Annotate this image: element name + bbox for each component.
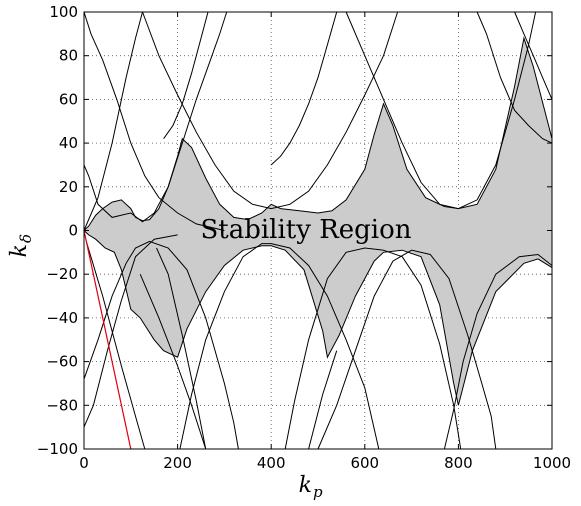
boundary-curve-14 bbox=[345, 11, 537, 210]
boundary-curve-5 bbox=[85, 241, 146, 450]
boundary-curve-16 bbox=[476, 11, 553, 144]
boundary-curves bbox=[83, 11, 553, 450]
x-axis-label-main: k bbox=[299, 473, 312, 498]
boundary-curve-15 bbox=[443, 253, 553, 450]
y-tick-label: −80 bbox=[46, 396, 78, 414]
x-tick-label: 800 bbox=[444, 454, 473, 472]
y-tick-label: 60 bbox=[59, 90, 78, 108]
boundary-curve-7 bbox=[142, 11, 399, 210]
x-tick-label: 200 bbox=[163, 454, 192, 472]
x-tick-label: 1000 bbox=[533, 454, 571, 472]
x-axis-label: k p bbox=[299, 473, 323, 501]
x-tick-label: 400 bbox=[257, 454, 286, 472]
boundary-curve-6 bbox=[83, 11, 225, 231]
boundary-curve-10 bbox=[139, 274, 207, 450]
x-tick-label: 0 bbox=[79, 454, 89, 472]
boundary-curve-1 bbox=[83, 11, 228, 223]
upper-boundary-curve bbox=[83, 36, 553, 231]
y-tick-label: −40 bbox=[46, 309, 78, 327]
y-tick-label: −60 bbox=[46, 353, 78, 371]
x-axis-label-sub: p bbox=[313, 483, 323, 501]
annotation-stability-region: Stability Region bbox=[200, 215, 411, 245]
y-axis-label: k δ bbox=[7, 234, 35, 257]
stability-region-fill bbox=[84, 38, 552, 406]
y-tick-label: 40 bbox=[59, 134, 78, 152]
boundary-curve-18 bbox=[270, 11, 338, 166]
stability-region-area bbox=[84, 38, 552, 406]
y-tick-label: 100 bbox=[49, 3, 78, 21]
boundary-curve-9 bbox=[179, 243, 380, 450]
x-tick-label: 600 bbox=[350, 454, 379, 472]
boundary-curve-2 bbox=[83, 11, 143, 231]
y-tick-label: 20 bbox=[59, 178, 78, 196]
axis-ticks: 0 200 400 600 800 1000100806040200−20−40−60−8… bbox=[37, 3, 571, 472]
lower-boundary-curve bbox=[83, 230, 553, 406]
boundary-curve-12 bbox=[317, 249, 497, 450]
boundary-curve-8 bbox=[156, 247, 207, 450]
y-tick-label: −20 bbox=[46, 265, 78, 283]
boundary-curve-3 bbox=[83, 240, 239, 450]
y-tick-label: 80 bbox=[59, 47, 78, 65]
boundary-curve-19 bbox=[163, 11, 209, 139]
y-axis-label-main: k bbox=[7, 244, 32, 257]
boundary-curve-11 bbox=[284, 247, 462, 450]
boundary-curve-4 bbox=[83, 234, 178, 428]
y-tick-label: −100 bbox=[37, 440, 78, 458]
red-line bbox=[83, 230, 132, 450]
y-tick-label: 0 bbox=[68, 222, 78, 240]
boundary-curve-13 bbox=[308, 350, 338, 450]
boundary-curve-17 bbox=[514, 11, 553, 100]
y-axis-label-sub: δ bbox=[17, 234, 35, 243]
